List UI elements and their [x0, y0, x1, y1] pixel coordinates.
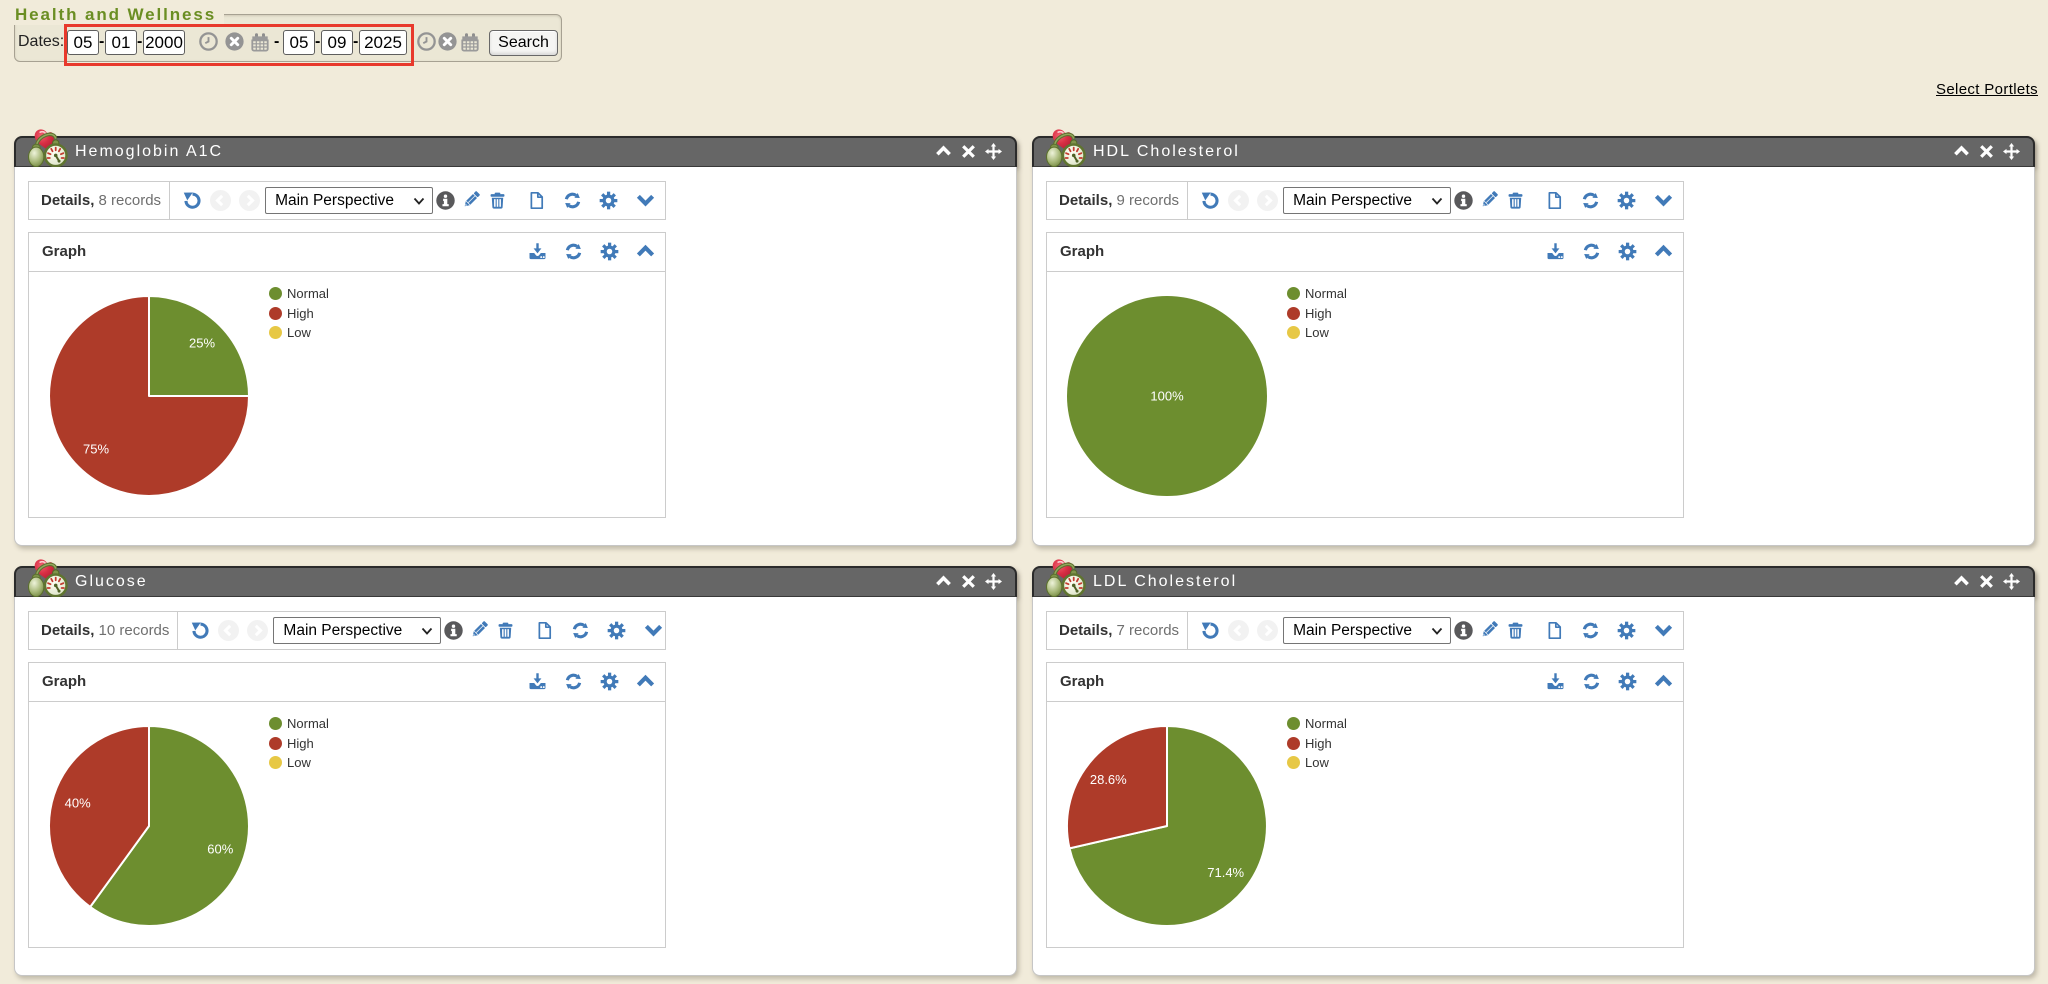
svg-text:100%: 100%: [1150, 389, 1184, 404]
svg-text:40%: 40%: [65, 795, 91, 810]
svg-text:71.4%: 71.4%: [1207, 865, 1244, 880]
svg-text:25%: 25%: [189, 336, 215, 351]
svg-text:75%: 75%: [83, 442, 109, 457]
svg-text:28.6%: 28.6%: [1090, 772, 1127, 787]
svg-text:60%: 60%: [207, 842, 233, 857]
